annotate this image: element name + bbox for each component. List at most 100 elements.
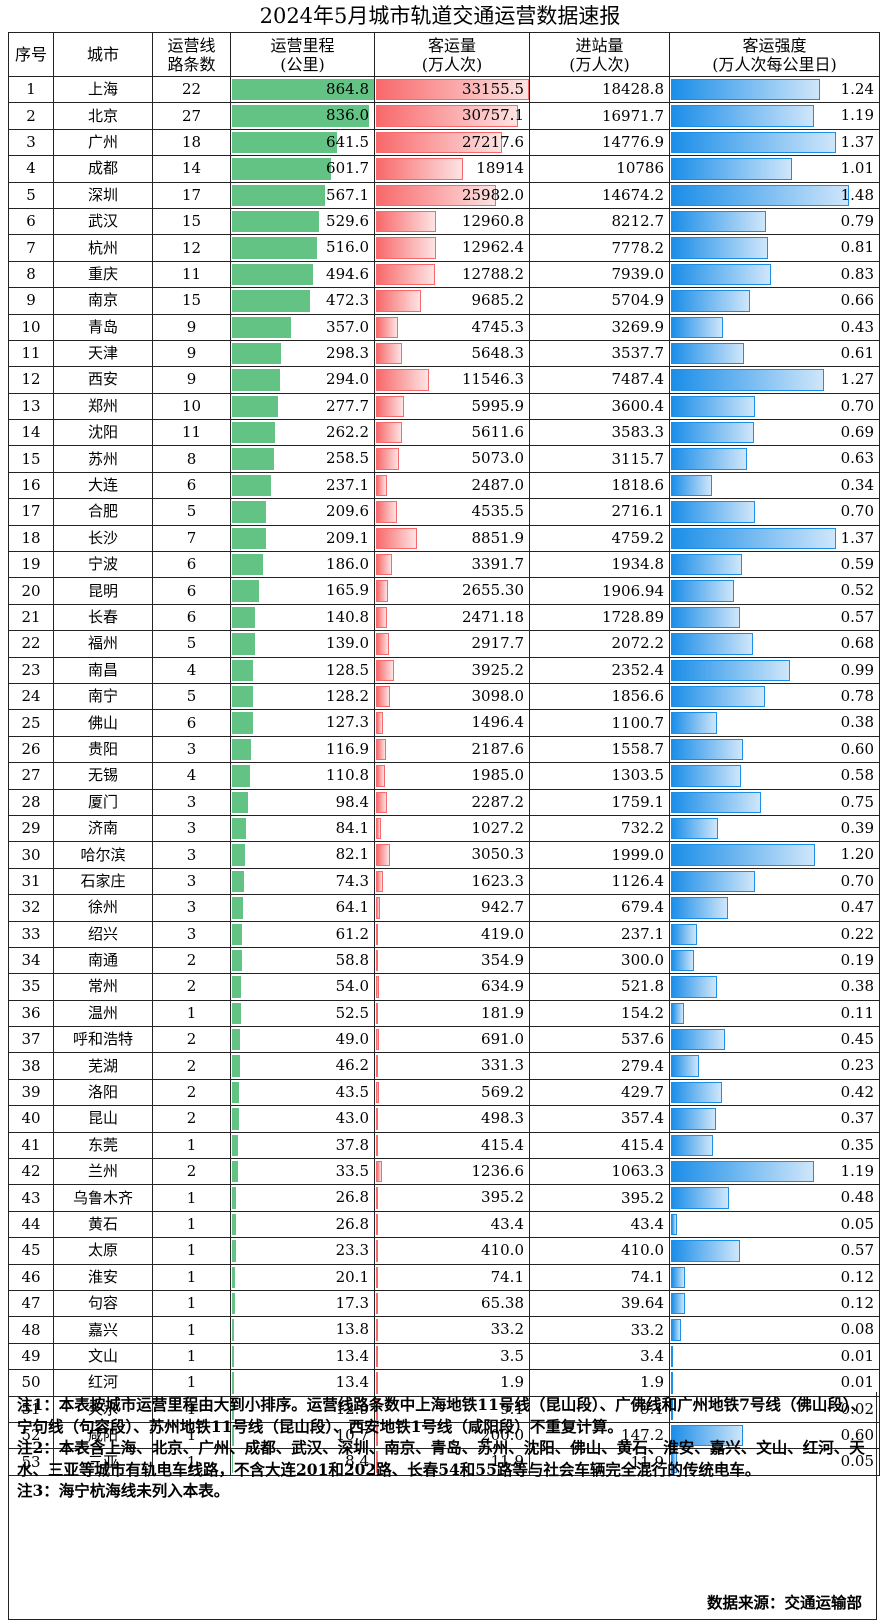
cell-passengers-value: 3391.7 (471, 555, 525, 574)
cell-intensity-bar (671, 1398, 674, 1420)
header-text: 客运强度 (742, 35, 807, 55)
header-text: 运营里程 (270, 35, 335, 55)
cell-intensity-value: 0.02 (840, 1399, 874, 1418)
cell-seq: 5 (8, 181, 54, 209)
cell-passengers-value: 5073.0 (471, 449, 525, 468)
cell-city: 三亚 (53, 1448, 153, 1476)
cell-passengers: 3925.2 (374, 656, 530, 684)
cell-intensity-bar (671, 210, 766, 233)
table-row: 22 福州 5 139.0 2917.7 2072.2 0.68 (8, 630, 880, 658)
cell-mileage: 33.5 (230, 1158, 375, 1186)
cell-intensity-bar (671, 1081, 722, 1104)
cell-entries: 43.4 (529, 1210, 670, 1239)
cell-intensity-bar (671, 1002, 685, 1025)
cell-mileage: 277.7 (230, 392, 375, 421)
cell-entries: 679.4 (529, 894, 670, 922)
table-row: 34 南通 2 58.8 354.9 300.0 0.19 (8, 946, 880, 975)
table-row: 8 重庆 11 494.6 12788.2 7939.0 0.83 (8, 260, 880, 289)
table-row: 7 杭州 12 516.0 12962.4 7778.2 0.81 (8, 234, 880, 262)
cell-seq: 27 (8, 762, 54, 790)
cell-mileage: 13.4 (230, 1342, 375, 1371)
cell-passengers-value: 5648.3 (471, 343, 525, 362)
cell-passengers-bar (376, 448, 400, 470)
table-row: 27 无锡 4 110.8 1985.0 1303.5 0.58 (8, 762, 880, 790)
cell-intensity: 0.05 (669, 1448, 880, 1476)
cell-intensity: 1.19 (669, 1158, 880, 1186)
table-row: 40 昆山 2 43.0 498.3 357.4 0.37 (8, 1105, 880, 1133)
cell-mileage-value: 601.7 (326, 159, 369, 178)
cell-mileage-bar (232, 949, 242, 972)
table-row: 32 徐州 3 64.1 942.7 679.4 0.47 (8, 894, 880, 922)
cell-mileage-value: 357.0 (326, 317, 369, 336)
cell-intensity-value: 1.48 (840, 185, 874, 204)
cell-passengers-bar (376, 791, 387, 813)
cell-lines: 17 (152, 181, 231, 209)
cell-city: 济南 (53, 814, 153, 843)
table-row: 2 北京 27 836.0 30757.1 16971.7 1.19 (8, 102, 880, 130)
cell-passengers-bar (376, 1345, 378, 1368)
cell-mileage-value: 110.8 (326, 766, 369, 785)
cell-lines: 27 (152, 102, 231, 130)
table-row: 52 咸阳 1 10.7 200.0 147.2 0.60 (8, 1421, 880, 1450)
cell-lines: 15 (152, 207, 231, 236)
cell-mileage-value: 116.9 (326, 739, 369, 758)
cell-intensity-value: 1.27 (840, 370, 874, 389)
cell-seq: 31 (8, 867, 54, 896)
cell-intensity: 1.27 (669, 366, 880, 394)
cell-entries: 1759.1 (529, 788, 670, 816)
cell-mileage-bar (232, 290, 310, 312)
cell-mileage: 110.8 (230, 762, 375, 790)
cell-seq: 34 (8, 946, 54, 975)
cell-mileage-bar (232, 237, 317, 259)
cell-intensity-value: 0.52 (840, 581, 874, 600)
cell-intensity-value: 0.48 (840, 1188, 874, 1207)
cell-intensity-bar (671, 316, 723, 338)
cell-mileage-value: 12.9 (335, 1399, 369, 1418)
cell-passengers: 5648.3 (374, 339, 530, 368)
cell-passengers-value: 1496.4 (471, 713, 525, 732)
cell-intensity-value: 0.19 (840, 950, 874, 969)
cell-intensity: 0.81 (669, 234, 880, 262)
cell-intensity: 0.63 (669, 445, 880, 473)
cell-mileage-value: 13.4 (335, 1346, 369, 1365)
cell-passengers: 33155.5 (374, 75, 530, 104)
cell-mileage: 836.0 (230, 102, 375, 130)
cell-lines: 6 (152, 551, 231, 579)
cell-mileage: 26.8 (230, 1184, 375, 1212)
table-row: 47 句容 1 17.3 65.38 39.64 0.12 (8, 1289, 880, 1318)
cell-city: 黄石 (53, 1210, 153, 1239)
cell-city: 南通 (53, 946, 153, 975)
cell-mileage-bar (232, 342, 281, 365)
cell-seq: 2 (8, 102, 54, 130)
cell-passengers-value: 3925.2 (471, 660, 525, 679)
metro-data-table: 序号 城市 运营线 路条数 运营里程 (公里) 客运量 (万人次) 进站量 (万人次) … (8, 32, 880, 1476)
cell-intensity: 0.47 (669, 894, 880, 922)
cell-entries: 1934.8 (529, 551, 670, 579)
cell-intensity-bar (671, 659, 791, 681)
cell-seq: 37 (8, 1026, 54, 1054)
cell-intensity-value: 0.60 (840, 1425, 874, 1444)
cell-lines: 1 (152, 1263, 231, 1291)
cell-passengers-value: 12960.8 (461, 211, 524, 230)
cell-mileage: 17.3 (230, 1289, 375, 1318)
cell-city: 沈阳 (53, 419, 153, 447)
cell-city: 郑州 (53, 392, 153, 421)
cell-mileage: 10.7 (230, 1421, 375, 1450)
cell-passengers: 3098.0 (374, 682, 530, 711)
cell-passengers: 1236.6 (374, 1158, 530, 1186)
cell-mileage-value: 237.1 (326, 475, 369, 494)
table-row: 35 常州 2 54.0 634.9 521.8 0.38 (8, 973, 880, 1001)
cell-lines: 3 (152, 867, 231, 896)
cell-intensity-bar (671, 158, 793, 180)
cell-passengers-bar (376, 369, 430, 391)
cell-city: 石家庄 (53, 867, 153, 896)
cell-mileage-bar (232, 1213, 237, 1236)
cell-city: 嘉兴 (53, 1316, 153, 1344)
cell-intensity: 0.11 (669, 999, 880, 1028)
cell-city: 成都 (53, 155, 153, 183)
cell-mileage-bar (232, 738, 252, 761)
cell-passengers-value: 2487.0 (471, 475, 525, 494)
cell-passengers: 18914 (374, 155, 530, 183)
cell-intensity-value: 1.37 (840, 528, 874, 547)
